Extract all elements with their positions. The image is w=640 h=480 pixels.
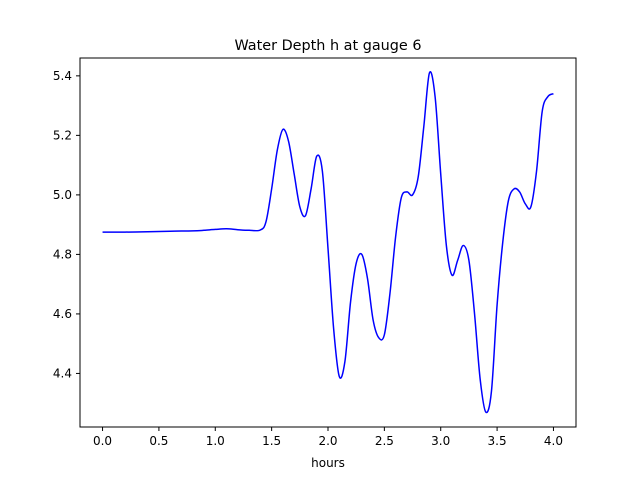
x-tick-label: 1.5: [262, 434, 281, 448]
x-tick-label: 2.0: [318, 434, 337, 448]
y-axis: 4.4 4.6 4.8 5.0 5.2 5.4: [53, 69, 80, 380]
x-axis-label: hours: [311, 456, 345, 470]
chart-title: Water Depth h at gauge 6: [234, 38, 421, 54]
y-tick-label: 5.2: [53, 128, 72, 142]
y-tick-label: 5.4: [53, 69, 72, 83]
x-tick-label: 4.0: [544, 434, 563, 448]
x-tick-label: 3.0: [431, 434, 450, 448]
x-tick-label: 0.5: [149, 434, 168, 448]
x-tick-label: 1.0: [206, 434, 225, 448]
y-tick-label: 4.4: [53, 366, 72, 380]
y-tick-label: 5.0: [53, 188, 72, 202]
axes-frame: [79, 57, 577, 428]
x-tick-label: 3.5: [488, 434, 507, 448]
y-tick-label: 4.6: [53, 307, 72, 321]
x-tick-label: 2.5: [375, 434, 394, 448]
series-line: [102, 71, 554, 414]
x-axis: 0.0 0.5 1.0 1.5 2.0 2.5 3.0 3.5 4.0: [93, 427, 563, 448]
y-tick-label: 4.8: [53, 247, 72, 261]
x-tick-label: 0.0: [93, 434, 112, 448]
plot-area: [102, 71, 554, 414]
